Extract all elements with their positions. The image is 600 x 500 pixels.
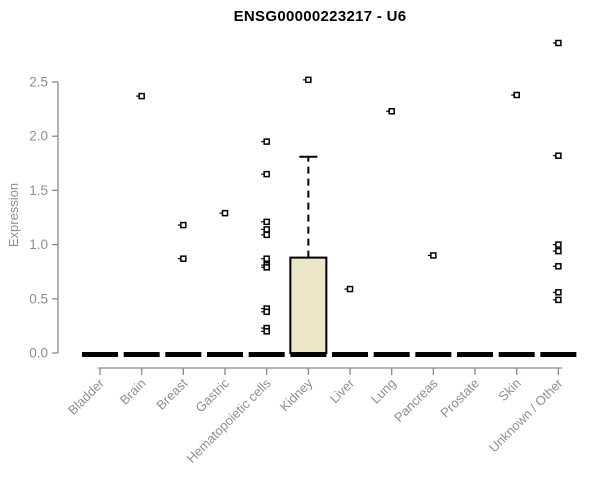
y-tick-label: 1.0 [29, 237, 48, 252]
median-bar [207, 352, 244, 357]
x-category-label: Prostate [437, 376, 482, 421]
y-tick-label: 2.0 [29, 129, 48, 144]
median-bar [498, 352, 535, 357]
x-category-label: Unknown / Other [486, 375, 566, 455]
x-category-label: Liver [327, 375, 358, 406]
x-category-label: Lung [368, 376, 399, 407]
x-category-label: Gastric [192, 375, 232, 415]
y-tick-label: 1.5 [29, 183, 48, 198]
median-bar [290, 352, 327, 357]
x-category-label: Brain [117, 376, 149, 408]
median-bar [82, 352, 118, 357]
outlier-point [263, 328, 270, 335]
outlier-point [346, 285, 354, 293]
outlier-point [263, 264, 270, 271]
median-bar [540, 352, 577, 357]
median-bar [123, 352, 160, 357]
x-category-label: Kidney [277, 375, 316, 414]
outlier-point [263, 170, 270, 178]
outlier-point [430, 252, 437, 259]
y-tick-label: 0.0 [29, 346, 48, 361]
outlier-point [555, 247, 562, 255]
outlier-point [180, 255, 187, 262]
outlier-point [555, 152, 562, 159]
box-iqr [289, 256, 328, 354]
x-category-label: Pancreas [391, 375, 441, 425]
outlier-point [263, 308, 270, 316]
x-category-label: Breast [153, 375, 190, 412]
median-bar [415, 352, 452, 357]
outlier-point [555, 241, 562, 248]
outlier-point [263, 226, 270, 233]
outlier-point [555, 39, 562, 47]
outlier-point [555, 263, 562, 270]
outlier-point [180, 221, 187, 229]
outlier-point [305, 76, 312, 84]
median-bar [457, 352, 494, 357]
y-tick-label: 0.5 [29, 291, 48, 306]
outlier-point [555, 296, 562, 304]
outlier-point [388, 108, 395, 115]
median-bar [332, 352, 369, 357]
x-category-label: Bladder [65, 375, 108, 418]
outlier-point [513, 91, 520, 99]
y-tick-label: 2.5 [29, 75, 48, 90]
outlier-point [555, 289, 562, 296]
outlier-point [263, 231, 270, 239]
outlier-point [263, 138, 270, 145]
median-bar [373, 352, 410, 357]
chart-title: ENSG00000223217 - U6 [233, 8, 407, 25]
median-bar [165, 352, 202, 357]
median-bar [248, 352, 285, 357]
outlier-point [221, 209, 229, 217]
outlier-point [138, 92, 145, 100]
outlier-point [263, 255, 270, 262]
x-category-label: Skin [495, 376, 523, 404]
outlier-point [263, 218, 270, 226]
